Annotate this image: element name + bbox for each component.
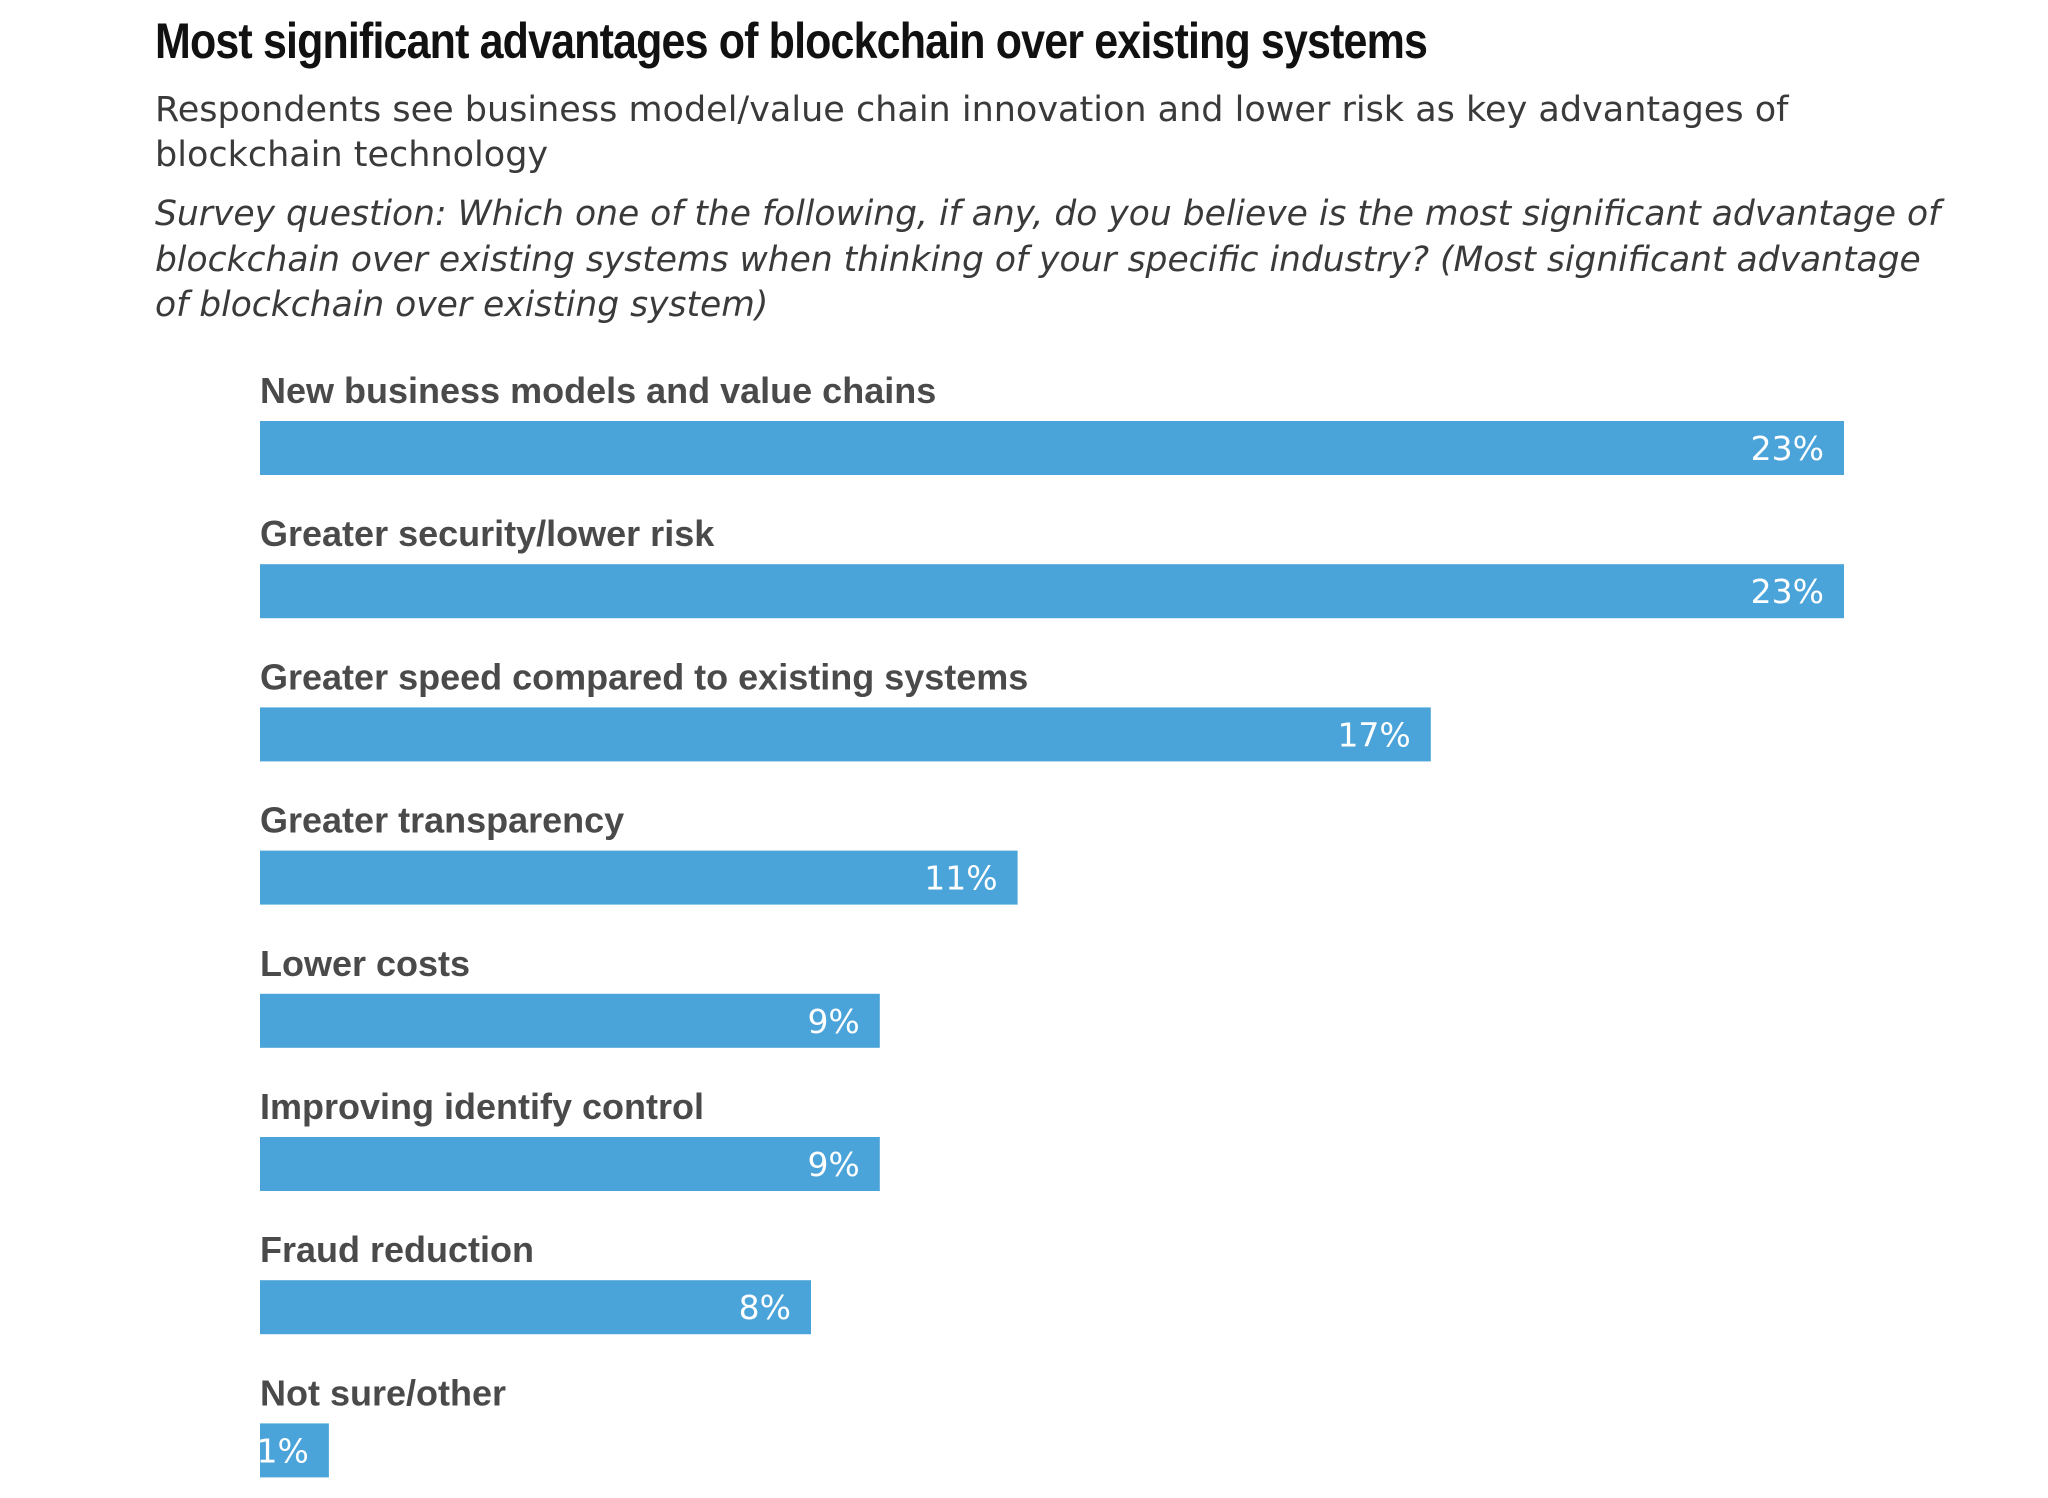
data-label: 11% <box>924 859 997 898</box>
category-label: New business models and value chains <box>260 370 936 411</box>
category-label: Greater transparency <box>260 800 624 841</box>
survey-question: Survey question: Which one of the follow… <box>155 194 1941 325</box>
bar-group: Lower costs 9% <box>260 943 880 1048</box>
category-label: Fraud reduction <box>260 1229 534 1270</box>
chart-title: Most significant advantages of blockchai… <box>155 13 1428 69</box>
bar <box>260 564 1844 619</box>
category-label: Improving identify control <box>260 1086 704 1127</box>
category-label: Lower costs <box>260 943 470 984</box>
bar-group: New business models and value chains 23% <box>260 370 1844 475</box>
bar-group: Greater transparency 11% <box>260 800 1018 905</box>
bar <box>260 1137 880 1191</box>
data-label: 9% <box>807 1145 859 1184</box>
bar-group: Improving identify control 9% <box>260 1086 880 1191</box>
data-label: 8% <box>739 1288 791 1327</box>
category-label: Greater security/lower risk <box>260 513 715 554</box>
bar-group: Fraud reduction 8% <box>260 1229 811 1335</box>
category-label: Greater speed compared to existing syste… <box>260 656 1028 697</box>
category-label: Not sure/other <box>260 1372 506 1413</box>
bar <box>260 993 880 1048</box>
data-label: 1% <box>257 1431 309 1470</box>
bar <box>260 850 1018 905</box>
bar-group: Not sure/other 1% <box>257 1372 506 1478</box>
chart-header: Most significant advantages of blockchai… <box>155 6 1955 329</box>
bar <box>260 421 1844 475</box>
bar-group: Greater security/lower risk 23% <box>260 513 1844 619</box>
bar <box>260 707 1431 762</box>
bar-group: Greater speed compared to existing syste… <box>260 656 1431 762</box>
chart-subtitle: Respondents see business model/value cha… <box>155 90 1789 175</box>
bar <box>260 1423 329 1478</box>
data-label: 23% <box>1751 429 1824 468</box>
data-label: 17% <box>1337 715 1410 754</box>
bar <box>260 1280 811 1335</box>
data-label: 23% <box>1751 572 1824 611</box>
data-label: 9% <box>807 1002 859 1041</box>
